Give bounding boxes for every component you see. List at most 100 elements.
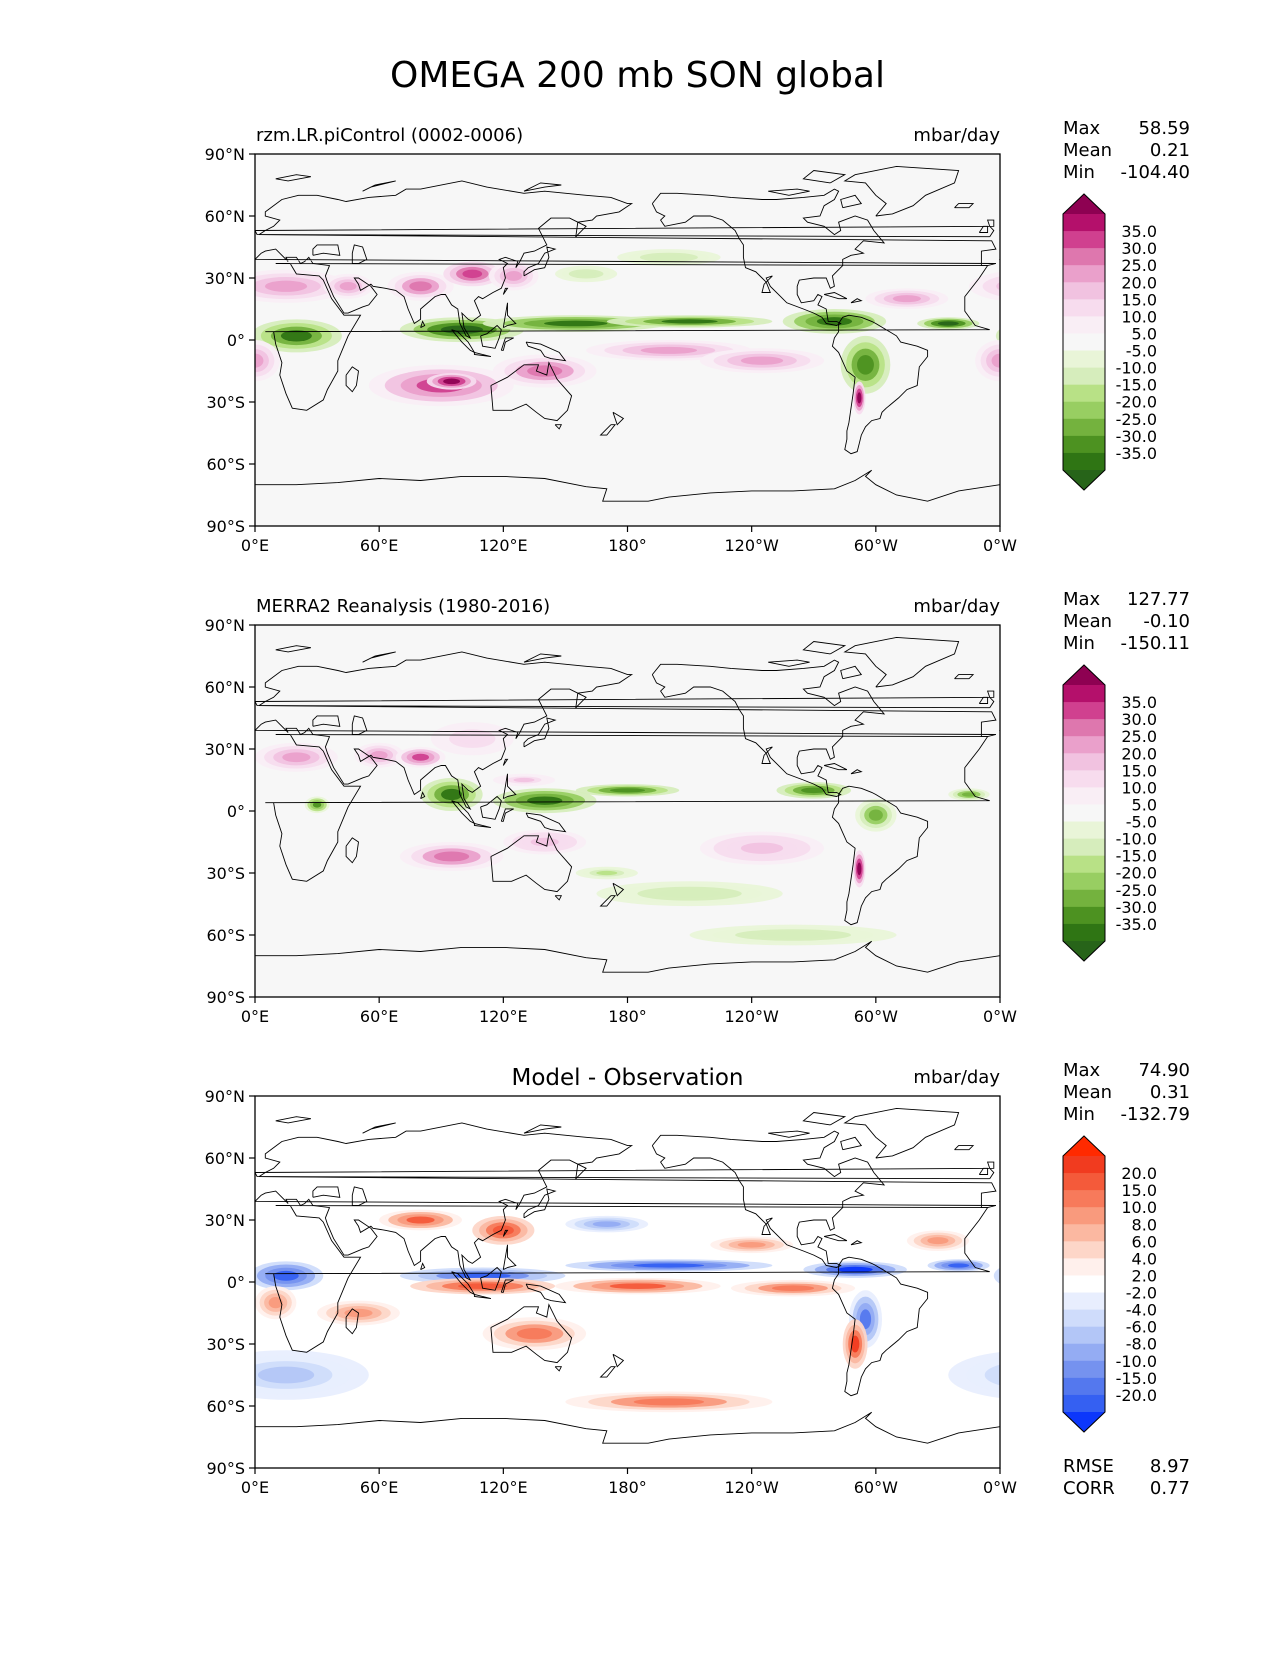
coastline	[502, 758, 509, 766]
field-contour	[1238, 788, 1275, 813]
coastline	[1226, 326, 1247, 349]
field-contour	[1203, 1283, 1252, 1289]
coastline	[473, 351, 492, 357]
field-contour	[1267, 835, 1275, 849]
field-layer	[0, 722, 1275, 946]
colorbar-outline	[1062, 664, 1106, 962]
field-contour	[0, 1237, 48, 1254]
field-contour	[1261, 362, 1275, 381]
field-contour	[0, 1261, 5, 1271]
field-contour	[93, 1267, 128, 1273]
colorbar-label: -15.0	[1116, 847, 1157, 866]
field-contour	[106, 1336, 114, 1353]
field-contour	[966, 1358, 1000, 1392]
colorbar-label: -20.0	[1116, 1386, 1157, 1405]
colorbar-swatch	[1063, 872, 1105, 891]
field-contour	[108, 381, 120, 414]
colorbar-label: -30.0	[1116, 427, 1157, 446]
coastline	[0, 1123, 251, 1280]
stat-value-min: -150.11	[1121, 633, 1190, 654]
coastline	[1236, 363, 1275, 421]
coastline	[312, 1186, 341, 1198]
colorbar-swatch	[1063, 1343, 1105, 1362]
field-contour	[1238, 1225, 1259, 1235]
colorbar: 35.030.025.020.015.010.05.0-5.0-10.0-15.…	[1062, 664, 1157, 962]
field-contour	[1194, 729, 1240, 748]
colorbar-swatch	[1063, 350, 1105, 369]
field-contour	[837, 1266, 873, 1273]
colorbar-swatch	[1063, 299, 1105, 317]
field-contour	[1181, 1271, 1274, 1280]
field-contour	[1186, 325, 1228, 333]
colorbar-label: -20.0	[1116, 864, 1157, 883]
field-contour	[1248, 830, 1275, 855]
coastline	[978, 225, 989, 233]
coastline	[480, 1266, 502, 1291]
colorbar-label: 5.0	[1132, 324, 1157, 343]
field-contour	[179, 319, 227, 329]
field-contour	[0, 881, 38, 906]
field-contour	[1155, 1278, 1275, 1295]
coastline	[1269, 247, 1275, 276]
colorbar-swatch	[1063, 685, 1105, 703]
colorbar-swatch	[1063, 1275, 1105, 1294]
stat-value-rmse: 8.97	[1150, 1456, 1190, 1477]
field-contour	[1014, 1297, 1028, 1308]
coastline	[1166, 1263, 1170, 1269]
field-contour	[1003, 1367, 1059, 1384]
field-contour	[757, 931, 829, 939]
field-contour	[203, 788, 244, 800]
colorbar-swatch	[1063, 821, 1105, 840]
field-contour	[101, 342, 140, 387]
field-contour	[1168, 848, 1226, 864]
field-contour	[462, 269, 483, 279]
stat-label-mean: Mean	[1063, 611, 1112, 632]
field-contour	[98, 1319, 123, 1369]
field-contour	[991, 353, 1000, 368]
coastline	[1248, 774, 1261, 799]
coastline	[1269, 718, 1275, 747]
panel-units: mbar/day	[913, 596, 1000, 617]
coastline	[362, 651, 396, 663]
colorbar-label: -10.0	[1116, 359, 1157, 378]
coastline	[275, 1116, 311, 1124]
field-contour	[516, 1328, 552, 1340]
field-contour	[100, 1325, 119, 1364]
coastline	[502, 302, 517, 329]
lon-tick-label: 120°W	[724, 536, 779, 555]
field-contour	[0, 835, 65, 861]
coastline	[1197, 330, 1220, 353]
coastline	[255, 484, 256, 486]
lon-tick-label: 120°W	[724, 1478, 779, 1497]
colorbar-label: -10.0	[1116, 830, 1157, 849]
coastline	[651, 1130, 886, 1268]
lat-tick-label: 90°N	[205, 145, 245, 164]
stat-label-min: Min	[1063, 633, 1095, 654]
coastline	[420, 791, 426, 800]
field-contour	[984, 1364, 1000, 1386]
field-contour	[609, 788, 646, 793]
lat-tick-label: 30°S	[206, 1335, 245, 1354]
coastline	[234, 226, 242, 232]
coastline	[612, 1353, 625, 1368]
field-contour	[0, 929, 106, 941]
field-contour	[740, 842, 784, 854]
colorbar-swatch	[1063, 248, 1105, 266]
lon-tick-label: 0°W	[983, 1007, 1017, 1026]
field-contour	[148, 295, 176, 302]
lon-tick-label: 0°W	[983, 1478, 1017, 1497]
field-contour	[312, 801, 322, 808]
colorbar-max-extend	[1063, 194, 1105, 214]
field-contour	[110, 799, 151, 832]
stat-label-mean: Mean	[1063, 1082, 1112, 1103]
field-contour	[108, 1297, 134, 1342]
colorbar-swatch	[1063, 838, 1105, 857]
lon-tick-label: 0°E	[241, 1007, 269, 1026]
field-contour	[1172, 782, 1220, 808]
field-contour	[0, 843, 38, 854]
coastline	[768, 659, 810, 667]
field-contour	[771, 1285, 815, 1292]
colorbar-label: -8.0	[1126, 1335, 1157, 1354]
field-contour	[0, 315, 27, 327]
field-contour	[1016, 327, 1067, 346]
